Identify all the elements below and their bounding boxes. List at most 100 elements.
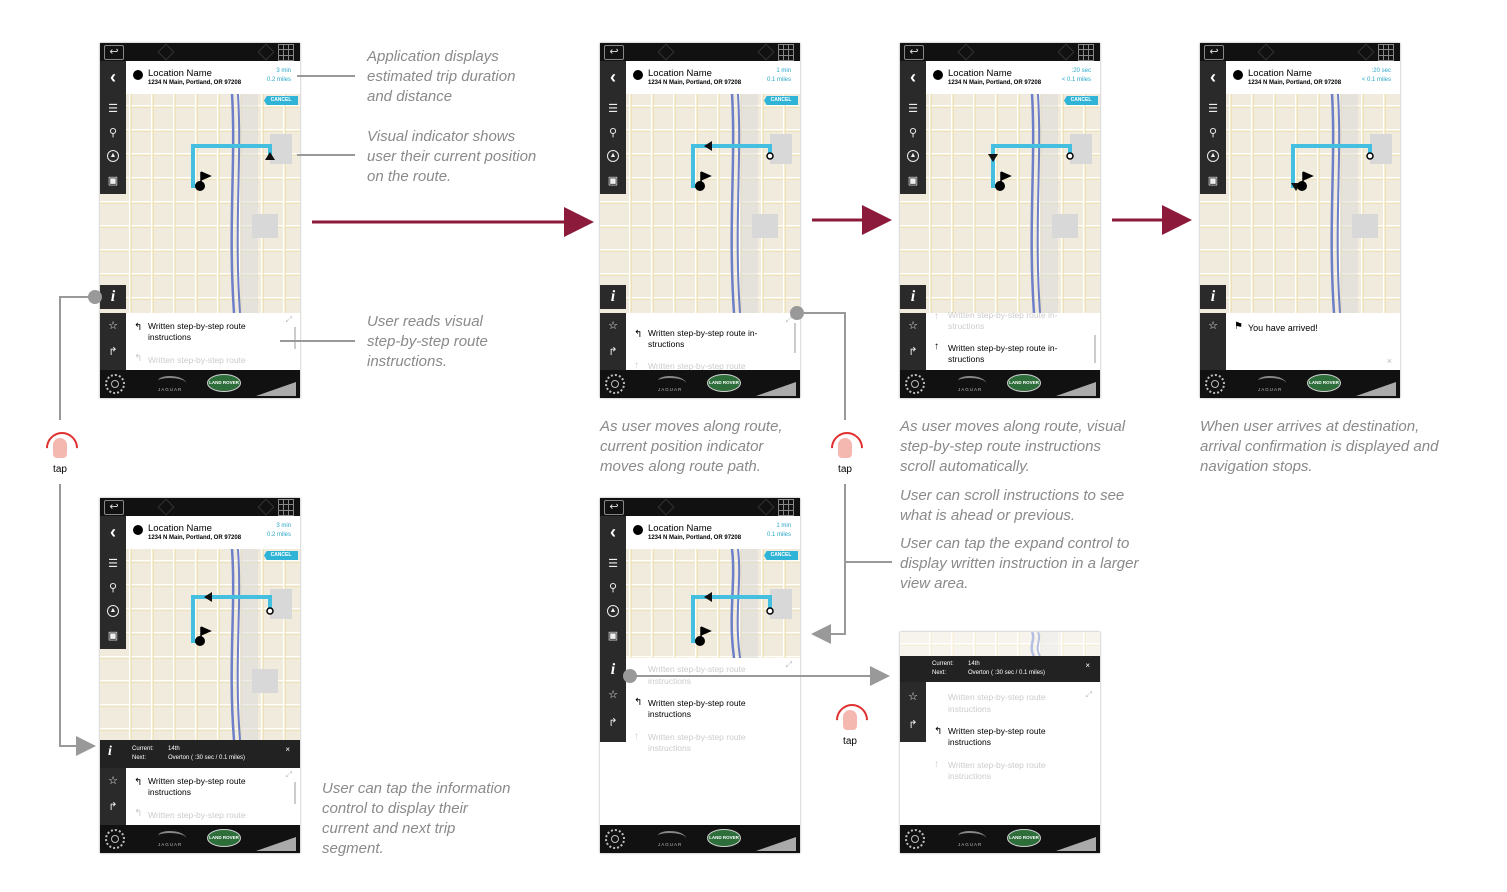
instruction-panel[interactable]: ⤢ ↰ Written step-by-step route instructi…: [126, 768, 300, 825]
instruction-panel[interactable]: ⤢ ↰ Written step-by-step route in-struct…: [626, 313, 800, 371]
back-arrow-icon[interactable]: ↩: [604, 500, 624, 515]
menu-icon[interactable]: ☰: [608, 558, 618, 570]
volume-icon[interactable]: [1356, 382, 1396, 396]
map[interactable]: [900, 632, 1100, 656]
scrollbar[interactable]: [1094, 335, 1096, 363]
back-arrow-icon[interactable]: ↩: [104, 500, 124, 515]
star-icon[interactable]: ☆: [108, 775, 118, 787]
cancel-button[interactable]: CANCEL: [764, 96, 798, 105]
menu-icon[interactable]: ☰: [908, 103, 918, 115]
back-button[interactable]: ‹: [900, 61, 926, 94]
back-button[interactable]: ‹: [1200, 61, 1226, 94]
cancel-button[interactable]: CANCEL: [764, 551, 798, 560]
map[interactable]: CANCEL: [600, 549, 800, 658]
map[interactable]: [1200, 94, 1400, 313]
back-button[interactable]: ‹: [600, 516, 626, 549]
instruction-panel[interactable]: ⤢ ↰ Written step-by-step route instructi…: [126, 313, 300, 370]
info-button[interactable]: i: [900, 285, 926, 309]
menu-icon[interactable]: ☰: [108, 558, 118, 570]
back-button[interactable]: ‹: [100, 61, 126, 94]
back-button[interactable]: ‹: [100, 516, 126, 549]
close-icon[interactable]: ×: [1085, 661, 1090, 670]
map[interactable]: CANCEL: [900, 94, 1100, 313]
volume-icon[interactable]: [756, 837, 796, 851]
menu-icon[interactable]: ☰: [1208, 103, 1218, 115]
info-button[interactable]: i: [1200, 285, 1226, 309]
collapse-icon[interactable]: ⤢: [1085, 690, 1092, 699]
gear-icon[interactable]: [1205, 374, 1225, 394]
volume-icon[interactable]: [756, 382, 796, 396]
compass-icon[interactable]: ▲: [907, 150, 919, 162]
info-button[interactable]: i: [100, 285, 126, 309]
volume-icon[interactable]: [256, 837, 296, 851]
gear-icon[interactable]: [105, 829, 125, 849]
search-icon[interactable]: ⚲: [608, 127, 618, 139]
route-icon[interactable]: ↱: [108, 801, 118, 813]
search-icon[interactable]: ⚲: [108, 582, 118, 594]
search-icon[interactable]: ⚲: [908, 127, 918, 139]
back-arrow-icon[interactable]: ↩: [104, 45, 124, 60]
car-icon[interactable]: ▣: [607, 175, 619, 187]
cancel-button[interactable]: CANCEL: [264, 96, 298, 105]
compass-icon[interactable]: ▲: [1207, 150, 1219, 162]
close-icon[interactable]: ×: [1386, 356, 1392, 366]
info-button[interactable]: i: [600, 285, 626, 309]
close-icon[interactable]: ×: [285, 745, 290, 754]
scrollbar[interactable]: [294, 782, 296, 804]
volume-icon[interactable]: [1056, 837, 1096, 851]
route-icon[interactable]: ↱: [608, 346, 618, 358]
grid-icon[interactable]: [1378, 44, 1394, 61]
instruction-panel-expanded[interactable]: ⤢ Written step-by-step route instruction…: [626, 658, 800, 825]
menu-icon[interactable]: ☰: [108, 103, 118, 115]
car-icon[interactable]: ▣: [907, 175, 919, 187]
map[interactable]: CANCEL: [100, 94, 300, 313]
back-arrow-icon[interactable]: ↩: [904, 45, 924, 60]
back-arrow-icon[interactable]: ↩: [604, 45, 624, 60]
gear-icon[interactable]: [105, 374, 125, 394]
search-icon[interactable]: ⚲: [1208, 127, 1218, 139]
gear-icon[interactable]: [905, 829, 925, 849]
compass-icon[interactable]: ▲: [107, 150, 119, 162]
expand-icon[interactable]: ⤢: [285, 770, 292, 779]
menu-icon[interactable]: ☰: [608, 103, 618, 115]
grid-icon[interactable]: [278, 44, 294, 61]
star-icon[interactable]: ☆: [1208, 320, 1218, 332]
compass-icon[interactable]: ▲: [107, 605, 119, 617]
volume-icon[interactable]: [256, 382, 296, 396]
search-icon[interactable]: ⚲: [108, 127, 118, 139]
back-button[interactable]: ‹: [600, 61, 626, 94]
grid-icon[interactable]: [278, 499, 294, 516]
route-icon[interactable]: ↱: [908, 719, 918, 731]
star-icon[interactable]: ☆: [608, 320, 618, 332]
gear-icon[interactable]: [605, 829, 625, 849]
gear-icon[interactable]: [905, 374, 925, 394]
gear-icon[interactable]: [605, 374, 625, 394]
expand-icon[interactable]: ⤢: [285, 315, 292, 324]
map[interactable]: CANCEL: [600, 94, 800, 313]
cancel-button[interactable]: CANCEL: [1064, 96, 1098, 105]
instruction-panel-expanded[interactable]: ⤢ Written step-by-step route instruction…: [926, 682, 1100, 825]
star-icon[interactable]: ☆: [908, 320, 918, 332]
instruction-panel[interactable]: ↑ Written step-by-step route in-structio…: [926, 310, 1100, 370]
route-icon[interactable]: ↱: [908, 346, 918, 358]
expand-icon[interactable]: ⤢: [785, 660, 792, 669]
cancel-button[interactable]: CANCEL: [264, 551, 298, 560]
expand-icon[interactable]: ⤢: [785, 315, 792, 324]
route-icon[interactable]: ↱: [608, 717, 618, 729]
grid-icon[interactable]: [1078, 44, 1094, 61]
car-icon[interactable]: ▣: [107, 630, 119, 642]
star-icon[interactable]: ☆: [108, 320, 118, 332]
volume-icon[interactable]: [1056, 382, 1096, 396]
route-icon[interactable]: ↱: [108, 346, 118, 358]
grid-icon[interactable]: [778, 44, 794, 61]
car-icon[interactable]: ▣: [107, 175, 119, 187]
back-arrow-icon[interactable]: ↩: [1204, 45, 1224, 60]
scrollbar[interactable]: [294, 327, 296, 349]
star-icon[interactable]: ☆: [608, 689, 618, 701]
scrollbar[interactable]: [794, 323, 796, 353]
car-icon[interactable]: ▣: [1207, 175, 1219, 187]
grid-icon[interactable]: [778, 499, 794, 516]
star-icon[interactable]: ☆: [908, 691, 918, 703]
compass-icon[interactable]: ▲: [607, 150, 619, 162]
search-icon[interactable]: ⚲: [608, 582, 618, 594]
